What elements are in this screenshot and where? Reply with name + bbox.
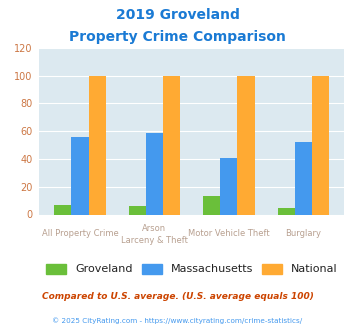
Bar bbox=[295, 142, 312, 214]
Bar bbox=[312, 76, 329, 214]
Bar bbox=[54, 205, 71, 215]
Bar bbox=[237, 76, 255, 214]
Text: Burglary: Burglary bbox=[285, 229, 321, 239]
Bar bbox=[146, 133, 163, 214]
Bar bbox=[278, 208, 295, 214]
Text: Arson: Arson bbox=[142, 224, 166, 234]
Text: All Property Crime: All Property Crime bbox=[42, 229, 118, 239]
Legend: Groveland, Massachusetts, National: Groveland, Massachusetts, National bbox=[42, 259, 342, 279]
Bar bbox=[129, 206, 146, 214]
Text: Compared to U.S. average. (U.S. average equals 100): Compared to U.S. average. (U.S. average … bbox=[42, 292, 313, 301]
Bar bbox=[71, 137, 88, 214]
Bar bbox=[203, 196, 220, 214]
Text: Larceny & Theft: Larceny & Theft bbox=[121, 236, 188, 245]
Text: Property Crime Comparison: Property Crime Comparison bbox=[69, 30, 286, 44]
Text: © 2025 CityRating.com - https://www.cityrating.com/crime-statistics/: © 2025 CityRating.com - https://www.city… bbox=[53, 317, 302, 324]
Text: 2019 Groveland: 2019 Groveland bbox=[116, 8, 239, 22]
Bar bbox=[163, 76, 180, 214]
Text: Motor Vehicle Theft: Motor Vehicle Theft bbox=[188, 229, 270, 239]
Bar bbox=[88, 76, 106, 214]
Bar bbox=[220, 157, 237, 214]
